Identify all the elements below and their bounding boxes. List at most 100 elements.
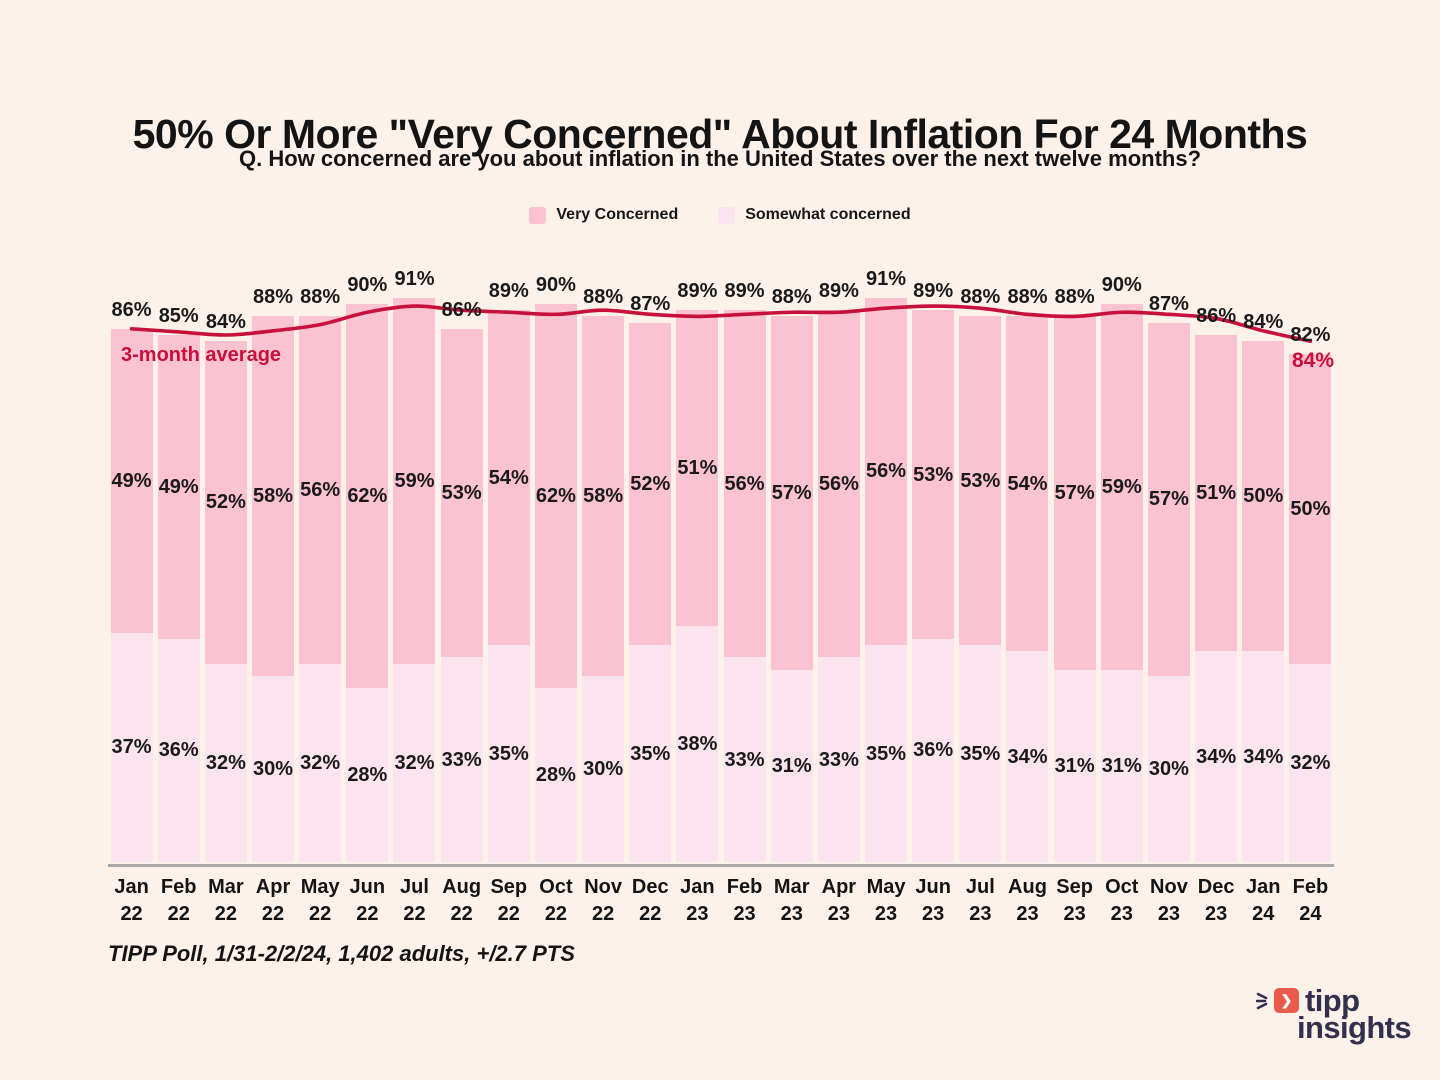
x-axis-label-jul-23: Jul 23 [965,876,995,925]
bar-group-apr-23: 89% 56% 33% Apr 23 [815,238,862,925]
total-label: 89% [677,280,718,303]
very-concerned-label: 53% [913,463,954,486]
segment-very-concerned [1195,335,1238,652]
bar-group-nov-22: 88% 58% 30% Nov 22 [580,238,627,925]
x-axis-label-nov-22: Nov 22 [584,876,622,925]
segment-somewhat-concerned [1242,651,1285,862]
total-label: 87% [1148,292,1189,315]
segment-somewhat-concerned [770,669,813,862]
bar-group-may-22: 88% 56% 32% May 22 [297,238,344,925]
total-label: 89% [724,280,765,303]
legend-swatch-very-concerned [529,206,547,224]
logo-arrow-icon: ❯ [1274,988,1299,1013]
x-axis-label-sep-23: Sep 23 [1056,876,1093,925]
chart-legend: Very Concerned Somewhat concerned [0,206,1440,224]
stacked-bar-chart: 86% 49% 37% Jan 22 85% 49% 36% Feb 22 84% 52% 32% Mar… [108,238,1334,925]
bar-group-jan-24: 84% 50% 34% Jan 24 [1240,238,1287,925]
somewhat-concerned-label: 35% [960,742,1001,765]
segment-very-concerned [1242,341,1285,652]
segment-somewhat-concerned [1195,651,1238,862]
somewhat-concerned-label: 30% [253,758,294,780]
segment-very-concerned [817,310,860,658]
very-concerned-label: 50% [1290,497,1331,520]
bar-group-oct-22: 90% 62% 28% Oct 22 [532,238,579,925]
somewhat-concerned-label: 28% [347,764,388,787]
very-concerned-label: 56% [300,479,341,501]
very-concerned-label: 52% [630,472,671,495]
total-label: 88% [1054,286,1095,309]
segment-very-concerned [1053,316,1096,670]
somewhat-concerned-label: 32% [205,751,246,774]
very-concerned-label: 56% [866,460,907,483]
bar-group-jan-22: 86% 49% 37% Jan 22 [108,238,155,925]
x-axis-label-feb-23: Feb 23 [726,876,763,925]
somewhat-concerned-label: 34% [1007,745,1048,768]
moving-average-line-label: 3-month average [121,344,282,366]
x-axis-label-feb-22: Feb 22 [160,876,197,925]
very-concerned-label: 62% [347,485,388,508]
somewhat-concerned-label: 37% [111,736,152,759]
segment-somewhat-concerned [534,688,577,862]
x-axis-label-oct-23: Oct 23 [1105,876,1139,925]
somewhat-concerned-label: 36% [158,739,199,762]
total-label: 90% [535,274,576,296]
very-concerned-label: 58% [253,485,294,508]
somewhat-concerned-label: 31% [1054,754,1095,777]
segment-very-concerned [723,310,766,658]
somewhat-concerned-label: 35% [866,742,907,765]
bar-group-aug-23: 88% 54% 34% Aug 23 [1004,238,1051,925]
segment-very-concerned [393,297,436,664]
x-axis-label-jun-22: Jun 22 [349,876,386,925]
total-label: 90% [347,274,388,296]
x-axis-label-may-23: May 23 [866,876,906,925]
somewhat-concerned-label: 33% [818,748,859,771]
tipp-insights-logo: ❯ tipp insights [1256,983,1412,1043]
x-axis-label-nov-23: Nov 23 [1150,876,1188,925]
total-label: 87% [630,292,671,315]
total-label: 90% [1101,274,1142,296]
logo-text-tipp: tipp [1305,983,1360,1018]
bar-group-nov-23: 87% 57% 30% Nov 23 [1145,238,1192,925]
very-concerned-label: 53% [441,482,482,505]
somewhat-concerned-label: 33% [724,748,765,771]
x-axis-label-mar-22: Mar 22 [208,876,244,925]
total-label: 82% [1290,323,1331,346]
page-title: 50% Or More "Very Concerned" About Infla… [132,111,1308,158]
total-label: 84% [1243,311,1284,334]
somewhat-concerned-label: 31% [771,754,812,777]
segment-very-concerned [1147,322,1190,676]
segment-somewhat-concerned [204,663,247,862]
segment-somewhat-concerned [157,638,200,862]
segment-somewhat-concerned [1053,669,1096,862]
legend-swatch-somewhat-concerned [718,206,736,224]
somewhat-concerned-label: 34% [1243,745,1284,768]
x-axis-label-feb-24: Feb 24 [1292,876,1329,925]
segment-somewhat-concerned [299,663,342,862]
segment-somewhat-concerned [817,657,860,862]
logo-motion-lines-icon [1256,990,1268,1012]
somewhat-concerned-label: 30% [583,758,624,780]
x-axis-label-jan-22: Jan 22 [114,876,149,925]
bar-group-jan-23: 89% 51% 38% Jan 23 [674,238,721,925]
bar-group-feb-24: 82% 50% 32% Feb 24 [1287,238,1334,925]
very-concerned-label: 49% [111,469,152,492]
segment-very-concerned [1006,316,1049,652]
somewhat-concerned-label: 35% [488,742,529,765]
segment-very-concerned [912,310,955,639]
total-label: 89% [818,280,859,303]
segment-somewhat-concerned [487,645,530,862]
segment-very-concerned [204,341,247,664]
moving-average-end-value: 84% [1292,349,1335,372]
segment-somewhat-concerned [346,688,389,862]
legend-item-very-concerned: Very Concerned [529,206,678,224]
very-concerned-label: 59% [1101,475,1142,498]
bar-group-aug-22: 86% 53% 33% Aug 22 [438,238,485,925]
bar-group-apr-22: 88% 58% 30% Apr 22 [249,238,296,925]
x-axis-label-jan-24: Jan 24 [1246,876,1281,925]
very-concerned-label: 62% [535,485,576,508]
x-axis-label-dec-23: Dec 23 [1197,876,1235,925]
segment-somewhat-concerned [393,663,436,862]
segment-very-concerned [299,316,342,664]
bar-group-sep-23: 88% 57% 31% Sep 23 [1051,238,1098,925]
very-concerned-label: 53% [960,469,1001,492]
